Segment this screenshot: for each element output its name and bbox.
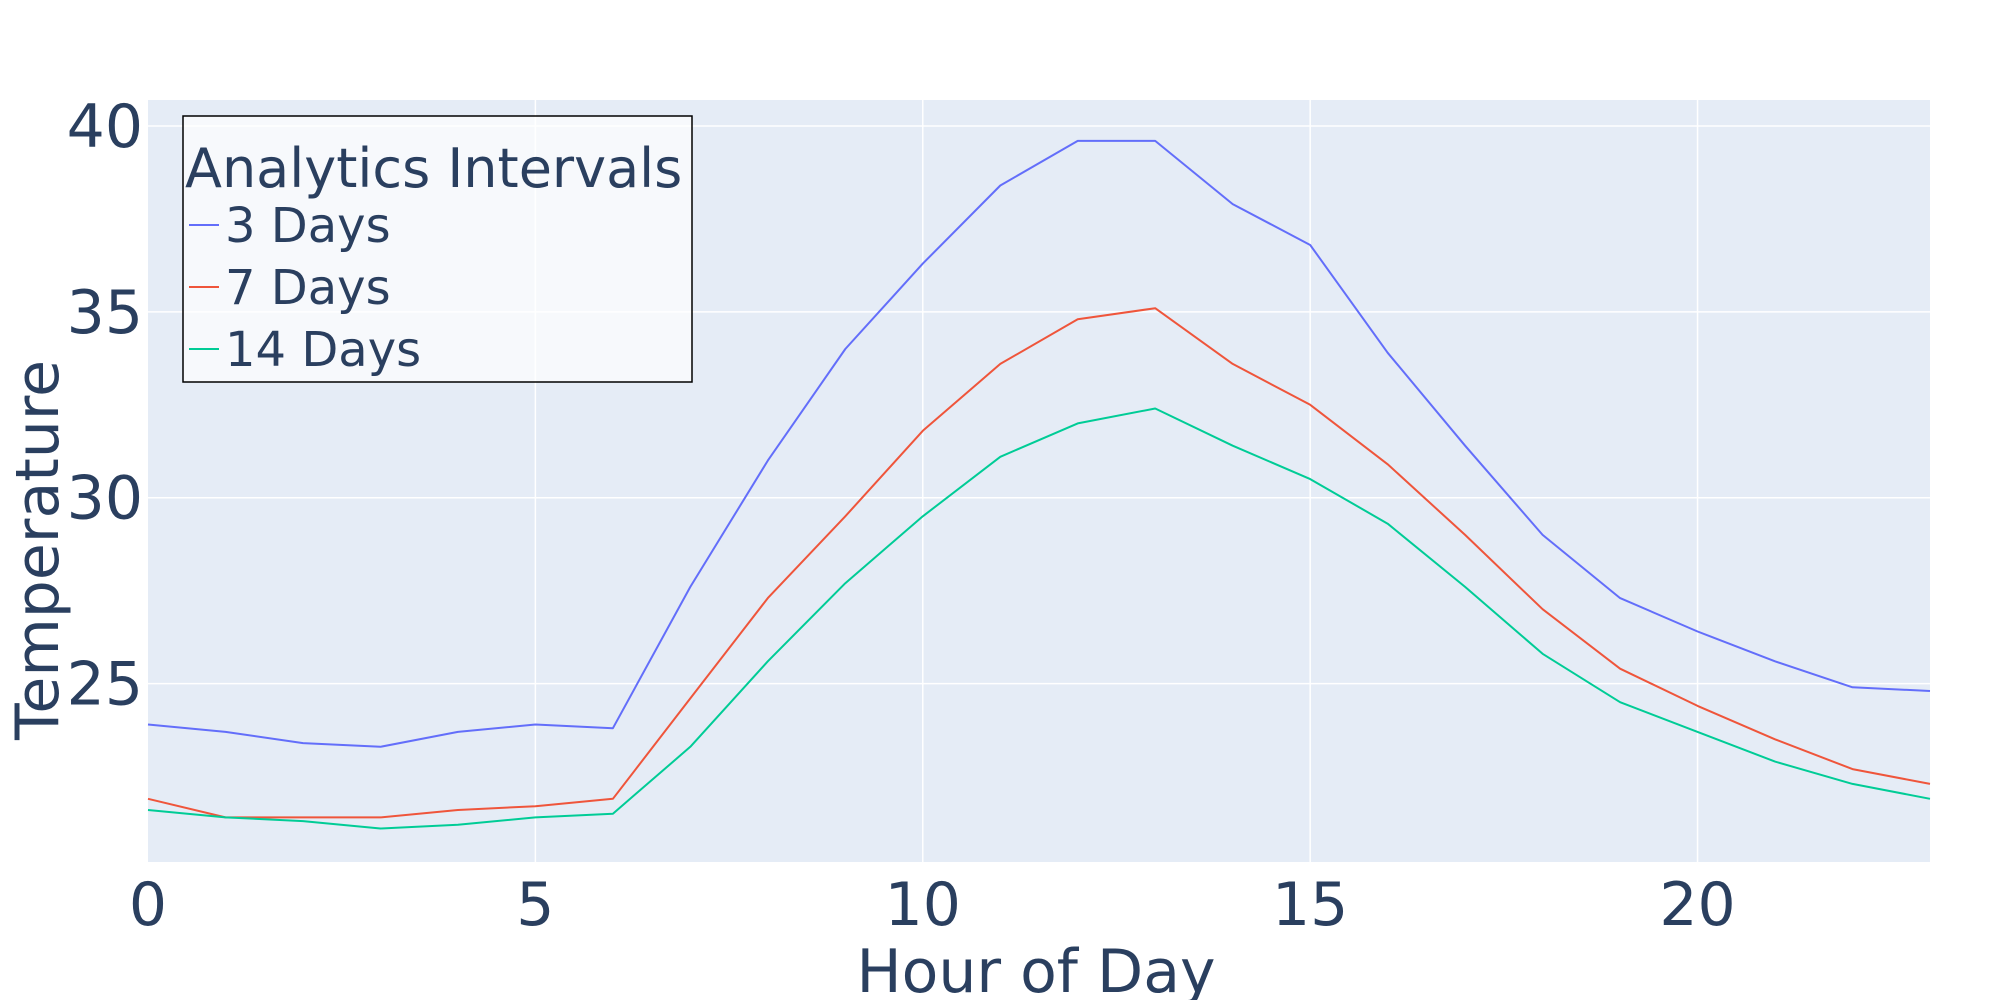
legend-label: 14 Days [225, 322, 421, 378]
series-line-1 [147, 139, 1931, 748]
x-axis-ticks: 0 5 10 15 20 [129, 870, 1736, 940]
legend: Analytics Intervals 3 Days 7 Days 14 Days [182, 115, 693, 383]
x-tick-label: 10 [885, 870, 961, 940]
legend-label: 3 Days [225, 198, 391, 254]
y-tick-label: 40 [67, 92, 143, 162]
y-axis-title: Temperature [3, 360, 73, 741]
y-tick-label: 35 [67, 278, 143, 348]
x-tick-label: 20 [1659, 870, 1735, 940]
legend-title: Analytics Intervals [185, 137, 682, 200]
series-lines [147, 139, 1931, 830]
y-axis-ticks: 25 30 35 40 [67, 92, 143, 720]
x-tick-label: 15 [1272, 870, 1348, 940]
x-tick-label: 0 [129, 870, 167, 940]
series-line-3 [147, 407, 1931, 830]
legend-box [182, 115, 693, 383]
x-tick-label: 5 [516, 870, 554, 940]
legend-items: 3 Days 7 Days 14 Days [189, 198, 421, 378]
x-axis-title: Hour of Day [857, 937, 1216, 1000]
y-tick-label: 30 [67, 464, 143, 534]
y-tick-label: 25 [67, 650, 143, 720]
legend-label: 7 Days [225, 260, 391, 316]
series-line-2 [147, 307, 1931, 819]
